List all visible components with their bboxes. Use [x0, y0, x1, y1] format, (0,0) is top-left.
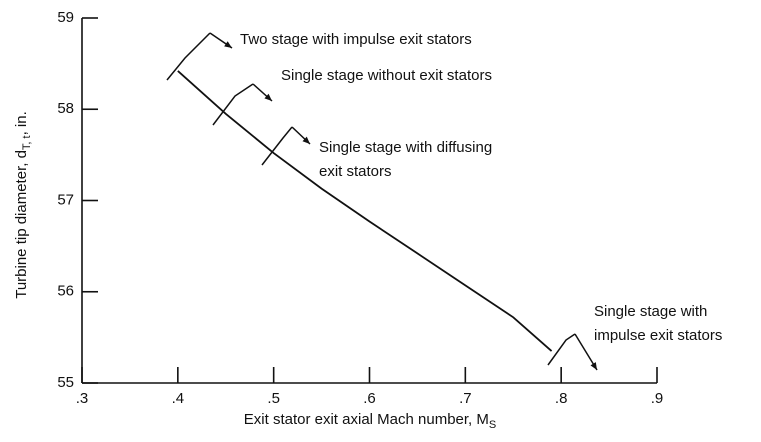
annotation: Single stage with diffusing — [319, 139, 492, 156]
y-axis-label-main: Turbine tip diameter, d — [13, 150, 30, 299]
y-tick-label: 55 — [57, 374, 74, 391]
arrow-head — [590, 362, 597, 370]
x-tick-label: .7 — [459, 390, 472, 407]
x-axis-label-main: Exit stator exit axial Mach number, M — [244, 411, 489, 428]
annotation: exit stators — [319, 163, 392, 180]
y-tick-label: 58 — [57, 100, 74, 117]
x-tick-label: .5 — [267, 390, 280, 407]
annotation-leader — [547, 333, 576, 366]
annotation-leader — [261, 126, 293, 166]
annotation: Single stage without exit stators — [281, 67, 492, 84]
arrow-head — [264, 93, 272, 101]
annotation-leader — [212, 83, 254, 126]
annotation: Single stage with — [594, 303, 707, 320]
y-axis-label-after: , in. — [13, 111, 30, 135]
arrow-head — [224, 41, 232, 48]
arrow-head — [302, 136, 310, 144]
data-line — [177, 70, 553, 352]
x-tick-label: .4 — [172, 390, 185, 407]
annotation-leader — [166, 32, 211, 81]
x-tick-label: .6 — [363, 390, 376, 407]
y-axis-label-sub: T, t — [21, 135, 33, 150]
annotation: impulse exit stators — [594, 327, 722, 344]
y-tick-label: 56 — [57, 283, 74, 300]
x-tick-label: .3 — [76, 390, 89, 407]
x-tick-label: .9 — [651, 390, 664, 407]
annotation: Two stage with impulse exit stators — [240, 31, 472, 48]
y-tick-label: 59 — [57, 9, 74, 26]
y-tick-label: 57 — [57, 191, 74, 208]
y-axis-label: Turbine tip diameter, dT, t, in. — [13, 111, 33, 299]
x-axis-label: Exit stator exit axial Mach number, MS — [244, 411, 496, 431]
x-tick-label: .8 — [555, 390, 568, 407]
x-axis-label-sub: S — [489, 419, 496, 431]
